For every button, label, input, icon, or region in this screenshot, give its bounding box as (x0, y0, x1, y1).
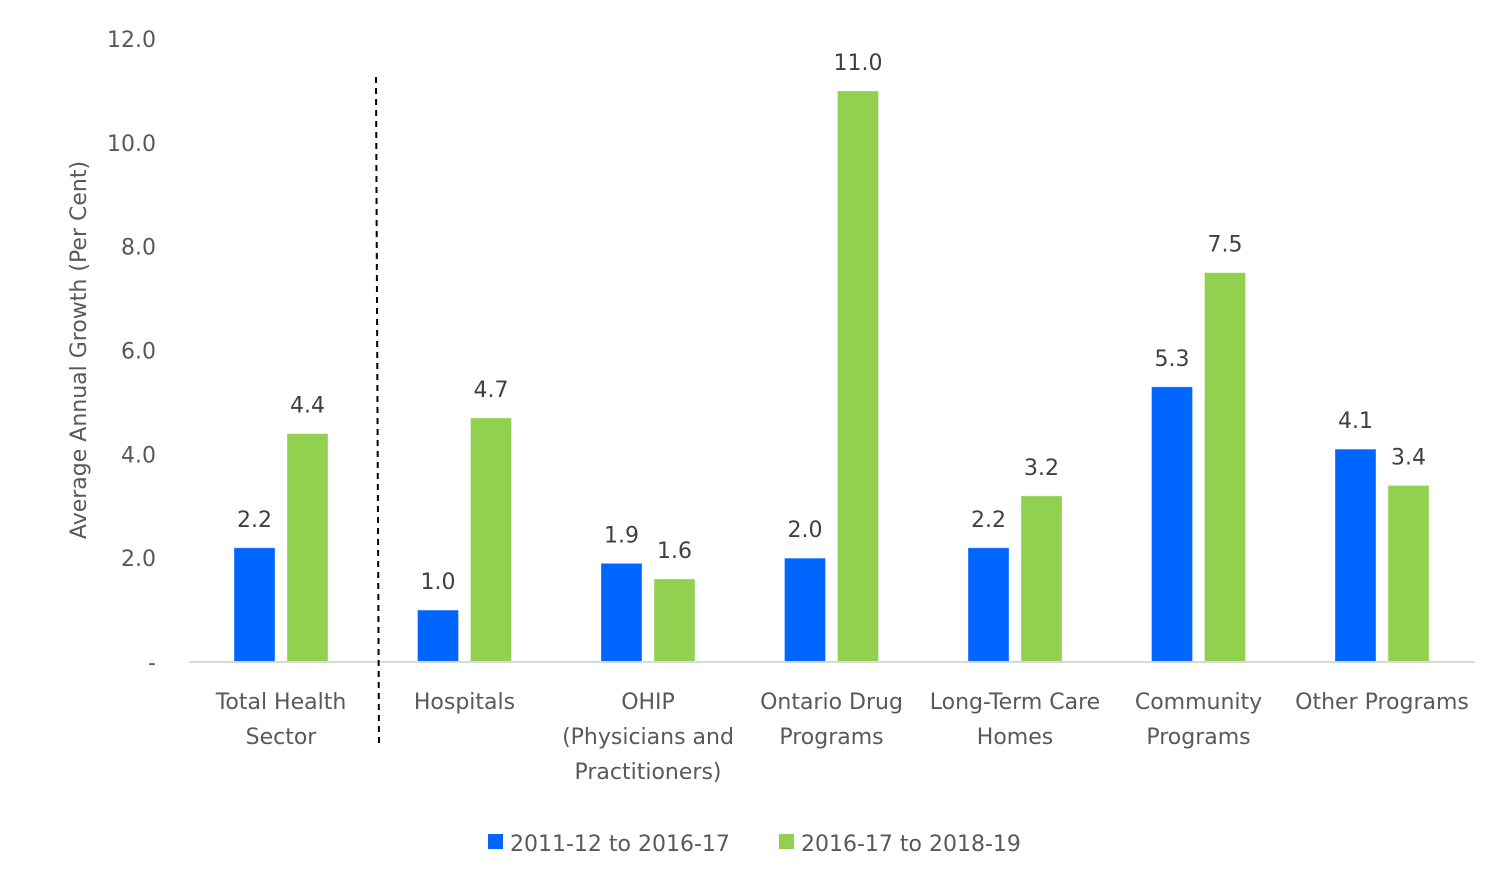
bar-series-1 (600, 562, 643, 663)
data-label: 3.2 (1024, 456, 1059, 481)
legend-swatch (488, 834, 503, 849)
bar-series-1 (967, 547, 1010, 663)
x-category-label: Sector (246, 725, 318, 750)
data-label: 11.0 (834, 51, 883, 76)
data-label: 2.2 (237, 508, 272, 533)
bar-series-2 (286, 433, 329, 663)
data-label: 1.9 (604, 523, 639, 548)
x-axis-categories: Total Health Sector Hospitals OHIP (Physicia… (215, 690, 1469, 785)
data-labels: 2.2 4.4 1.0 4.7 1.9 1.6 2.0 11.0 2.2 3.2 5.3 7.5 4.1… (237, 51, 1426, 595)
x-category-label: Ontario Drug (760, 690, 903, 715)
x-category-label: Programs (779, 725, 883, 750)
bars (233, 90, 1430, 663)
y-tick-label: 6.0 (121, 340, 156, 365)
bar-series-2 (470, 417, 512, 663)
bar-series-2 (1204, 272, 1246, 663)
data-label: 2.0 (788, 518, 823, 543)
data-label: 4.7 (474, 378, 509, 403)
data-label: 2.2 (971, 508, 1006, 533)
legend-swatch (779, 834, 794, 849)
bar-series-2 (1387, 484, 1430, 663)
data-label: 1.6 (657, 539, 692, 564)
x-category-label: OHIP (621, 690, 675, 715)
x-category-label: Practitioners) (574, 760, 721, 785)
data-label: 4.4 (290, 394, 325, 419)
data-label: 5.3 (1155, 347, 1190, 372)
y-axis-title-group: Average Annual Growth (Per Cent) (67, 161, 92, 539)
bar-series-1 (233, 547, 276, 663)
y-axis-ticks: - 2.0 4.0 6.0 8.0 10.0 12.0 (107, 28, 156, 676)
y-tick-label: 10.0 (107, 132, 156, 157)
bar-series-2 (1020, 495, 1063, 663)
y-tick-label: 8.0 (121, 236, 156, 261)
y-tick-label: - (148, 651, 156, 676)
x-category-label: Homes (977, 725, 1053, 750)
bar-series-1 (1151, 386, 1193, 663)
data-label: 1.0 (421, 570, 456, 595)
x-category-label: (Physicians and (562, 725, 734, 750)
x-category-label: Community (1135, 690, 1262, 715)
bar-series-2 (837, 90, 879, 663)
x-category-label: Total Health (215, 690, 347, 715)
x-category-label: Other Programs (1295, 690, 1469, 715)
legend-label: 2011-12 to 2016-17 (510, 832, 730, 857)
bar-series-2 (653, 578, 696, 663)
bar-series-1 (784, 557, 826, 663)
bar-series-1 (417, 609, 459, 663)
x-category-label: Long-Term Care (930, 690, 1100, 715)
y-tick-label: 4.0 (121, 443, 156, 468)
dashed-separator (375, 76, 380, 749)
data-label: 3.4 (1391, 445, 1426, 470)
y-axis-title: Average Annual Growth (Per Cent) (67, 161, 92, 539)
y-tick-label: 12.0 (107, 28, 156, 53)
data-label: 4.1 (1338, 409, 1373, 434)
x-category-label: Programs (1146, 725, 1250, 750)
legend: 2011-12 to 2016-17 2016-17 to 2018-19 (488, 832, 1021, 857)
legend-label: 2016-17 to 2018-19 (801, 832, 1021, 857)
bar-series-1 (1334, 448, 1377, 663)
data-label: 7.5 (1208, 233, 1243, 258)
x-category-label: Hospitals (414, 690, 515, 715)
y-tick-label: 2.0 (121, 547, 156, 572)
